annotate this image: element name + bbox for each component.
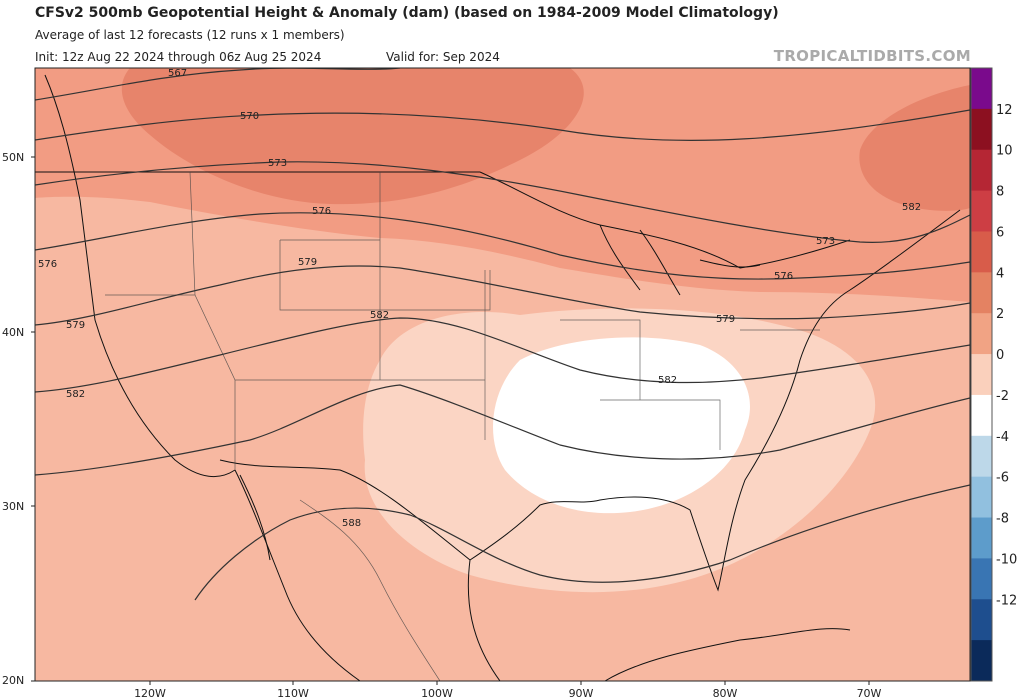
baja-mexico-west-coast xyxy=(234,469,361,681)
contour-588 xyxy=(194,484,970,601)
map-title: CFSv2 500mb Geopotential Height & Anomal… xyxy=(35,5,779,21)
colorbar-tick-label: 4 xyxy=(996,266,1004,281)
contour-label: 573 xyxy=(268,158,287,169)
colorbar-segment xyxy=(971,640,992,682)
contour-label: 576 xyxy=(312,206,331,217)
contour-label: 582 xyxy=(370,310,389,321)
colorbar-segment xyxy=(971,68,992,110)
anomaly-strong-northeast xyxy=(859,85,970,211)
anomaly-strong-northwest xyxy=(121,68,584,205)
contour-label: 573 xyxy=(816,236,835,247)
contour-570 xyxy=(35,109,970,141)
lon-label: 90W xyxy=(569,687,594,700)
colorbar-segment xyxy=(971,394,992,437)
contour-582-south xyxy=(35,384,970,476)
colorbar-segment xyxy=(971,149,992,192)
contour-576 xyxy=(35,212,970,280)
map-subtitle: Average of last 12 forecasts (12 runs x … xyxy=(35,28,345,42)
west-coastline xyxy=(44,74,236,478)
init-label: Init: 12z Aug 22 2024 through 06z Aug 25… xyxy=(35,50,322,64)
colorbar-segment xyxy=(971,313,992,355)
contour-labels: 567 570 573 576 579 582 588 573 576 579 … xyxy=(38,68,921,529)
lat-label: 50N xyxy=(2,151,24,164)
contour-573 xyxy=(35,161,970,243)
lat-label: 20N xyxy=(2,674,24,687)
lat-label: 40N xyxy=(2,326,24,339)
contour-579 xyxy=(35,265,970,326)
colorbar-tick-label: 0 xyxy=(996,348,1004,363)
colorbar-segment xyxy=(971,354,992,396)
contour-label: 582 xyxy=(658,375,677,386)
contour-label: 570 xyxy=(240,111,259,122)
height-contours xyxy=(35,68,970,601)
latitude-axis: 50N 40N 30N 20N xyxy=(2,151,35,687)
anomaly-field xyxy=(35,68,970,681)
geography-lines xyxy=(35,74,961,681)
contour-567 xyxy=(35,68,401,101)
great-lakes-shores xyxy=(599,224,761,296)
valid-label: Valid for: Sep 2024 xyxy=(386,50,500,64)
mexico-east-coast xyxy=(467,559,501,681)
colorbar: 12 10 8 6 4 2 0 -2 -4 -6 -8 -10 -12 xyxy=(970,67,1017,682)
colorbar-segment xyxy=(971,517,992,559)
contour-label: 582 xyxy=(902,202,921,213)
colorbar-segment xyxy=(971,108,992,151)
contour-label: 588 xyxy=(342,518,361,529)
site-credit: TROPICALTIDBITS.COM xyxy=(773,47,971,65)
state-lines xyxy=(105,171,820,681)
colorbar-segment xyxy=(971,476,992,519)
anomaly-neutral-core xyxy=(493,337,750,514)
colorbar-tick-label: -12 xyxy=(996,593,1017,608)
colorbar-tick-label: -4 xyxy=(996,430,1009,445)
contour-label: 576 xyxy=(774,271,793,282)
colorbar-tick-label: 8 xyxy=(996,185,1004,200)
colorbar-tick-label: 6 xyxy=(996,225,1004,240)
contour-label: 579 xyxy=(66,320,85,331)
colorbar-segment xyxy=(971,558,992,600)
colorbar-segment xyxy=(971,231,992,273)
colorbar-tick-label: 10 xyxy=(996,144,1013,159)
contour-582 xyxy=(35,317,970,393)
colorbar-tick-label: -6 xyxy=(996,471,1009,486)
contour-label: 582 xyxy=(66,389,85,400)
colorbar-tick-label: 2 xyxy=(996,307,1004,322)
colorbar-segment xyxy=(971,435,992,478)
colorbar-segment xyxy=(971,190,992,232)
interior-boundaries xyxy=(105,171,820,470)
colorbar-segment xyxy=(971,272,992,314)
map-frame xyxy=(34,67,971,682)
lon-label: 100W xyxy=(421,687,453,700)
colorbar-tick-label: -10 xyxy=(996,552,1017,567)
colorbar-tick-label: 12 xyxy=(996,103,1013,118)
lon-label: 120W xyxy=(134,687,166,700)
colorbar-segment xyxy=(971,599,992,641)
contour-label: 567 xyxy=(168,68,187,79)
great-lakes-border xyxy=(479,171,851,269)
gulf-and-atlantic-coast xyxy=(469,209,961,592)
lat-label: 30N xyxy=(2,500,24,513)
longitude-axis: 120W 110W 100W 90W 80W 70W xyxy=(134,681,882,700)
colorbar-tick-label: -2 xyxy=(996,389,1009,404)
contour-label: 579 xyxy=(716,314,735,325)
contour-label: 576 xyxy=(38,259,57,270)
lon-label: 70W xyxy=(857,687,882,700)
baja-peninsula xyxy=(239,474,271,561)
caribbean-islands xyxy=(604,628,851,681)
colorbar-frame xyxy=(970,67,993,682)
us-mexico-border xyxy=(219,459,471,561)
lon-label: 110W xyxy=(277,687,309,700)
mexico-state-lines xyxy=(299,499,441,681)
lon-label: 80W xyxy=(713,687,738,700)
contour-label: 579 xyxy=(298,257,317,268)
colorbar-tick-label: -8 xyxy=(996,512,1009,527)
